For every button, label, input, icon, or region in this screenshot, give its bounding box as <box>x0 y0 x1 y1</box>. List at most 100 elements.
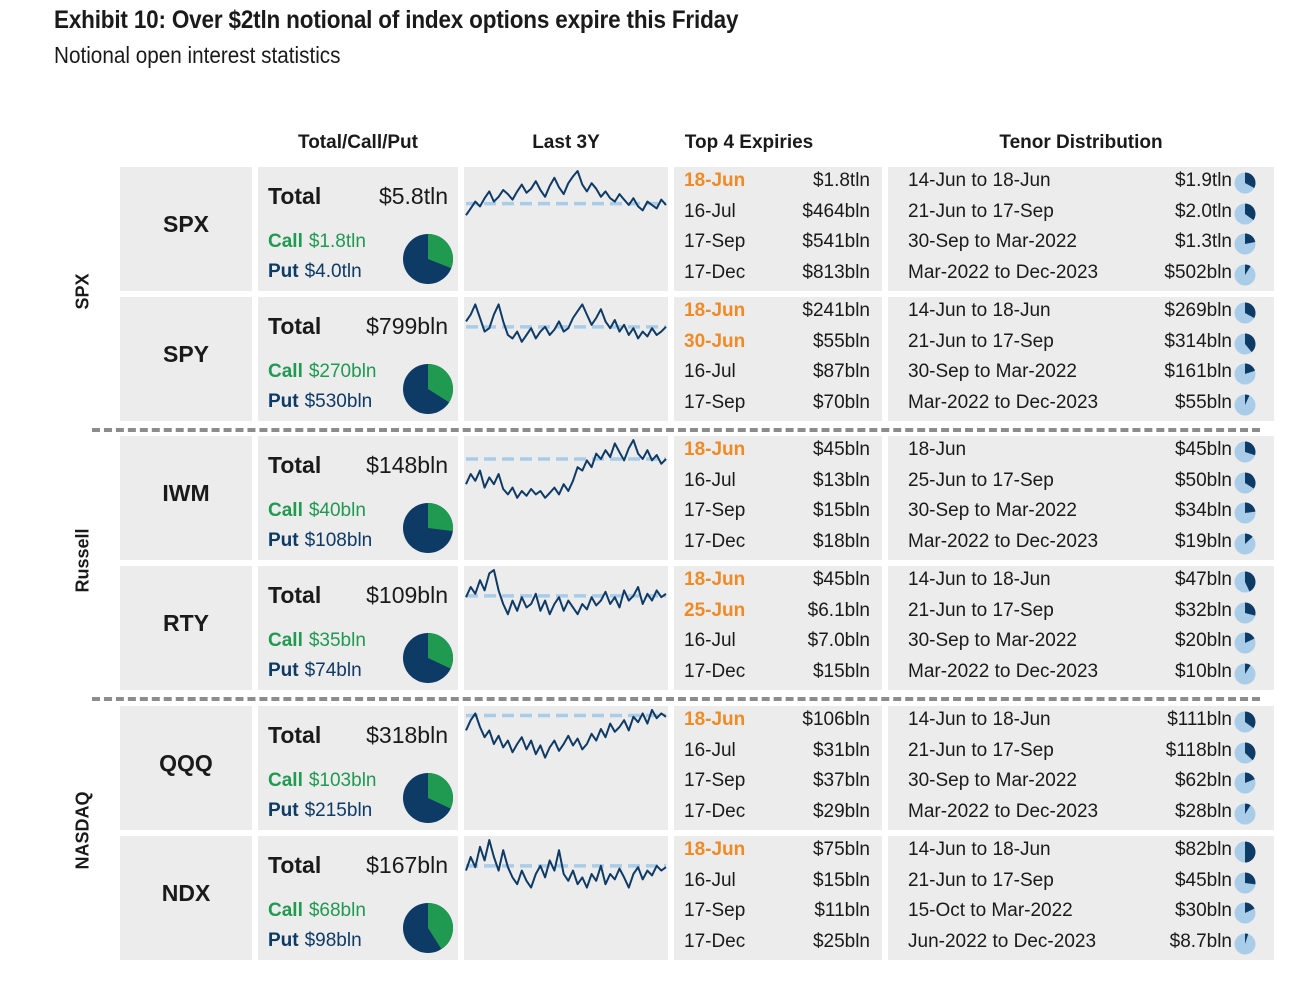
sparkline-series <box>465 303 667 343</box>
call-put-pie <box>403 364 454 414</box>
tenor-value: $30bln <box>1174 900 1232 921</box>
sparkline-cell <box>464 836 668 960</box>
tenor-row: Mar-2022 to Dec-2023 $10bln <box>908 661 1266 691</box>
put-value: $98bln <box>304 930 362 951</box>
call-slice <box>428 633 453 669</box>
header-tenor-distribution: Tenor Distribution <box>999 132 1163 153</box>
tenor-value: $111bln <box>1167 709 1232 730</box>
put-label: Put <box>268 660 299 681</box>
tenor-pie-slice <box>1245 602 1256 616</box>
put-label: Put <box>268 391 299 412</box>
tenor-pie <box>1234 394 1256 415</box>
call-value: $68bln <box>308 900 366 921</box>
tenor-row: 21-Jun to 17-Sep $2.0tln <box>908 201 1266 231</box>
ticker-cell: RTY <box>120 566 252 690</box>
expiry-row: 17-Dec $25bln <box>684 931 870 961</box>
expiry-row: 25-Jun $6.1bln <box>684 600 870 630</box>
ticker-cell: QQQ <box>120 706 252 830</box>
tenor-value: $314bln <box>1164 330 1232 352</box>
tenor-range: 18-Jun <box>908 439 967 460</box>
tenor-distribution-cell: 18-Jun $45bln 25-Jun to 17-Sep $50bln 30-Sep… <box>888 436 1274 560</box>
total-call-put-cell: Total $5.8tln Call $1.8tln Put $4.0tln <box>258 167 458 291</box>
tenor-pie <box>1234 571 1256 593</box>
sparkline-cell <box>464 706 668 830</box>
expiry-row: 17-Sep $70bln <box>684 392 870 422</box>
tenor-value: $1.9tln <box>1174 170 1232 191</box>
put-line: Put $4.0tln <box>268 261 362 283</box>
tenor-range: Jun-2022 to Dec-2023 <box>908 930 1097 952</box>
sparkline-chart <box>465 709 667 759</box>
tenor-distribution-cell: 14-Jun to 18-Jun $269bln 21-Jun to 17-Sep $… <box>888 297 1274 421</box>
put-label: Put <box>268 530 299 551</box>
call-line: Call $270bln <box>268 361 376 383</box>
ticker-label: QQQ <box>159 750 213 776</box>
expiry-value: $25bln <box>812 930 870 952</box>
expiry-date: 17-Sep <box>684 231 746 252</box>
expiry-row: 17-Dec $813bln <box>684 262 870 292</box>
top-expiries-cell: 18-Jun $106bln 16-Jul $31bln 17-Sep $37bln 17-… <box>674 706 882 830</box>
tenor-pie <box>1234 742 1256 763</box>
tenor-pie <box>1234 841 1256 863</box>
tenor-range: 30-Sep to Mar-2022 <box>908 361 1077 382</box>
put-value: $530bln <box>304 391 373 412</box>
tenor-row: 21-Jun to 17-Sep $45bln <box>908 870 1266 900</box>
tenor-pie-slice <box>1245 571 1256 592</box>
tenor-pie <box>1234 711 1256 733</box>
expiry-row: 18-Jun $45bln <box>684 439 870 469</box>
put-value: $215bln <box>304 800 373 821</box>
tenor-range: 21-Jun to 17-Sep <box>908 599 1054 621</box>
tenor-row: 30-Sep to Mar-2022 $20bln <box>908 630 1266 660</box>
top-expiries-cell: 18-Jun $45bln 25-Jun $6.1bln 16-Jul $7.0bln 17… <box>674 566 882 690</box>
expiry-row: 17-Sep $541bln <box>684 231 870 261</box>
expiry-value: $241bln <box>802 300 870 321</box>
tenor-range: 14-Jun to 18-Jun <box>908 709 1051 730</box>
expiry-row: 16-Jul $87bln <box>684 361 870 391</box>
put-label: Put <box>268 930 299 951</box>
expiry-value: $541bln <box>802 231 870 252</box>
sparkline-series <box>465 170 667 216</box>
tenor-row: 30-Sep to Mar-2022 $1.3tln <box>908 231 1266 261</box>
tenor-distribution-cell: 14-Jun to 18-Jun $1.9tln 21-Jun to 17-Sep $… <box>888 167 1274 291</box>
expiry-date: 16-Jul <box>684 200 736 222</box>
tenor-value: $45bln <box>1174 869 1232 891</box>
ticker-cell: SPY <box>120 297 252 421</box>
expiry-date: 17-Dec <box>684 261 746 283</box>
tenor-pie-slice <box>1245 902 1255 913</box>
tenor-pie-slice <box>1245 533 1253 544</box>
call-label: Call <box>268 770 303 791</box>
call-line: Call $68bln <box>268 900 366 922</box>
tenor-row: 14-Jun to 18-Jun $111bln <box>908 709 1266 739</box>
expiry-row: 17-Dec $18bln <box>684 531 870 561</box>
sparkline-chart <box>465 439 667 499</box>
sparkline-cell <box>464 167 668 291</box>
tenor-pie <box>1234 772 1256 794</box>
tenor-value: $82bln <box>1174 839 1232 860</box>
total-call-put-cell: Total $167bln Call $68bln Put $98bln <box>258 836 458 960</box>
expiry-row: 17-Sep $15bln <box>684 500 870 530</box>
tenor-pie <box>1234 632 1256 654</box>
total-label: Total <box>268 852 322 878</box>
tenor-pie-slice <box>1245 632 1255 643</box>
table-row: IWM Total $148bln Call $40bln Put $108bln 18-Ju… <box>0 436 1310 564</box>
total-value: $799bln <box>366 313 448 339</box>
top-expiries-cell: 18-Jun $45bln 16-Jul $13bln 17-Sep $15bln 17-D… <box>674 436 882 560</box>
tenor-row: 21-Jun to 17-Sep $314bln <box>908 331 1266 361</box>
tenor-pie <box>1234 172 1256 194</box>
tenor-range: 14-Jun to 18-Jun <box>908 170 1051 191</box>
expiry-date: 17-Sep <box>684 900 746 921</box>
expiry-row: 18-Jun $241bln <box>684 300 870 330</box>
chart-title: Exhibit 10: Over $2tln notional of index… <box>54 6 739 34</box>
sparkline-cell <box>464 566 668 690</box>
tenor-range: 21-Jun to 17-Sep <box>908 869 1054 891</box>
tenor-pie-slice <box>1245 233 1256 244</box>
tenor-value: $502bln <box>1164 261 1232 283</box>
tenor-range: 21-Jun to 17-Sep <box>908 200 1054 222</box>
call-slice <box>428 364 454 403</box>
call-put-pie <box>403 503 453 553</box>
sparkline-series <box>465 439 667 499</box>
sparkline-chart <box>465 839 667 889</box>
expiry-date: 16-Jul <box>684 469 736 491</box>
call-slice <box>428 903 454 950</box>
tenor-pie-slice <box>1245 472 1256 489</box>
total-call-put-cell: Total $799bln Call $270bln Put $530bln <box>258 297 458 421</box>
